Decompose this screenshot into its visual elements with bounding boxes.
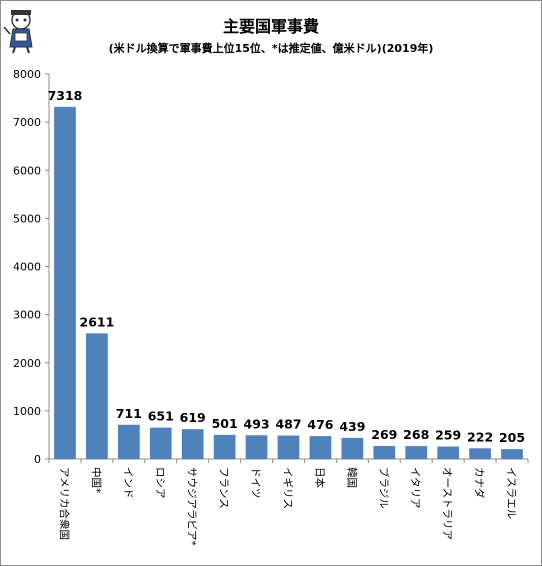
bar: [213, 434, 236, 459]
data-label: 501: [212, 416, 238, 431]
mascot-icon: [3, 10, 33, 54]
data-label: 268: [403, 427, 429, 442]
bar: [117, 424, 140, 459]
data-label: 476: [307, 417, 333, 432]
data-label: 651: [148, 409, 174, 424]
category-label: 韓国: [345, 467, 357, 488]
bar: [405, 446, 428, 459]
category-label: フランス: [218, 467, 230, 509]
data-label: 269: [371, 427, 397, 442]
data-label: 439: [339, 419, 365, 434]
bar: [309, 436, 332, 459]
y-tick-label: 2000: [13, 357, 41, 370]
category-label: 中国*: [90, 467, 103, 493]
category-label: アメリカ合衆国: [58, 467, 71, 540]
bar: [245, 435, 268, 459]
category-label: サウジアラビア*: [186, 467, 198, 546]
data-label: 222: [467, 429, 493, 444]
bar: [469, 448, 491, 459]
category-label: ロシア: [154, 467, 166, 499]
category-label: オーストラリア: [441, 467, 453, 540]
bar: [86, 333, 108, 459]
category-label: イスラエル: [505, 467, 517, 519]
y-tick-label: 0: [34, 453, 41, 466]
category-label: カナダ: [473, 467, 486, 499]
bar: [341, 437, 364, 459]
chart-title: 主要国軍事費: [222, 17, 319, 36]
y-tick-label: 3000: [13, 309, 41, 322]
data-label: 487: [275, 417, 301, 432]
chart-subtitle: (米ドル換算で軍事費上位15位、*は推定値、億米ドル)(2019年): [108, 42, 434, 55]
data-label: 259: [435, 428, 461, 443]
data-label: 2611: [80, 314, 115, 329]
y-tick-label: 6000: [13, 164, 41, 177]
y-tick-label: 1000: [13, 405, 41, 418]
bar: [373, 446, 396, 459]
y-tick-label: 4000: [13, 261, 41, 274]
y-tick-label: 7000: [13, 116, 41, 129]
category-label: 日本: [313, 467, 326, 488]
bar: [277, 435, 300, 459]
data-label: 619: [180, 410, 206, 425]
category-label: イギリス: [282, 467, 294, 509]
bar: [54, 106, 76, 459]
category-label: ブラジル: [377, 467, 390, 509]
category-label: ドイツ: [250, 467, 262, 499]
data-label: 7318: [48, 88, 83, 103]
data-label: 493: [244, 416, 270, 431]
bar: [501, 449, 523, 459]
bar: [181, 429, 204, 459]
bar: [149, 427, 172, 459]
y-tick-label: 8000: [13, 68, 41, 81]
category-label: インド: [122, 467, 134, 499]
data-label: 205: [499, 430, 525, 445]
data-label: 711: [116, 406, 142, 421]
category-label: イタリア: [409, 467, 421, 509]
bar: [437, 446, 460, 459]
y-tick-label: 5000: [13, 212, 41, 225]
